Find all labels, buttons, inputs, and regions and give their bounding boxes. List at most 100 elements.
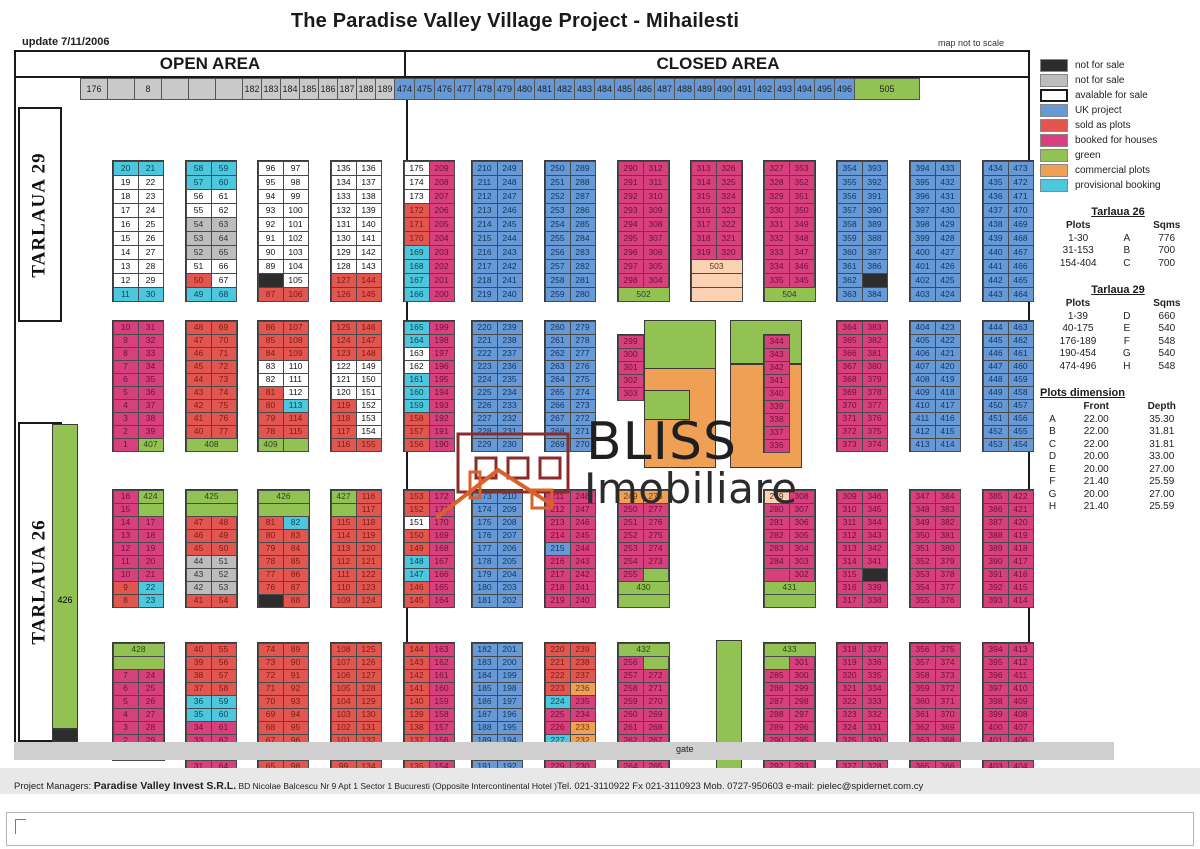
plot-cell[interactable]: 237 [569,668,596,683]
plot-cell[interactable]: 122 [330,359,357,374]
plot-cell[interactable]: 276 [642,489,669,504]
plot-cell[interactable]: 395 [909,174,936,190]
plot-cell[interactable]: 205 [496,554,523,569]
plot-cell[interactable]: 324 [836,720,863,735]
plot-cell[interactable]: 28 [137,258,164,274]
plot-cell[interactable]: 302 [617,373,644,388]
plot-cell[interactable]: 8 [112,346,139,361]
plot-cell[interactable]: 30 [137,286,164,302]
plot-cell[interactable]: 462 [1007,333,1034,348]
plot-cell[interactable]: 57 [185,174,212,190]
plot-cell[interactable]: 45 [185,541,212,556]
plot-cell[interactable]: 141 [355,230,382,246]
b-t1-c9[interactable]: 313 326 314 325 315 324 316 323 317 322 318 321 319 3… [690,160,743,302]
plot-cell[interactable]: 392 [982,580,1009,595]
plot-cell[interactable]: 127 [330,272,357,288]
plot-cell[interactable]: 72 [257,668,284,683]
plot-cell[interactable]: 388 [861,230,888,246]
plot-cell[interactable]: 265 [544,385,571,400]
plot-cell[interactable]: 330 [763,202,790,218]
plot-cell[interactable]: 40 [185,424,212,439]
plot-cell[interactable]: 3 [112,720,139,735]
plot-cell[interactable]: 458 [1007,385,1034,400]
plot-cell[interactable]: 280 [763,502,790,517]
plot-cell[interactable]: 113 [330,541,357,556]
plot-cell[interactable]: 212 [544,502,571,517]
plot-cell[interactable]: 371 [934,694,961,709]
plot-cell[interactable]: 220 [471,320,498,335]
plot-cell[interactable]: 215 [544,541,571,556]
b-t2-c12[interactable]: 404 423 405 422 406 421 407 420 408 419 409 418 410 4… [909,320,961,452]
plot-cell[interactable]: 170 [403,230,430,246]
plot-cell[interactable]: 394 [982,642,1009,657]
plot-cell[interactable]: 121 [355,554,382,569]
plot-cell[interactable]: 346 [788,258,815,274]
plot-cell[interactable]: 233 [569,720,596,735]
plot-cell[interactable]: 188 [471,720,498,735]
plot-cell[interactable]: 448 [982,372,1009,387]
plot-cell[interactable]: 345 [788,272,815,288]
plot-cell[interactable]: 211 [544,489,571,504]
plot-cell[interactable]: 84 [257,346,284,361]
plot-cell[interactable]: 14 [112,515,139,530]
plot-index-cell[interactable]: 475 [414,78,435,100]
plot-cell[interactable]: 210 [471,160,498,176]
plot-cell[interactable]: 44 [185,554,212,569]
plot-cell[interactable]: 409 [909,385,936,400]
plot-cell[interactable]: 160 [403,385,430,400]
plot-cell[interactable]: 47 [185,515,212,530]
plot-cell[interactable]: 76 [257,580,284,595]
plot-cell[interactable]: 28 [137,720,164,735]
plot-cell[interactable]: 68 [210,286,237,302]
plot-cell[interactable]: 117 [330,424,357,439]
plot-cell[interactable]: 104 [282,258,309,274]
plot-cell[interactable]: 404 [909,320,936,335]
plot-cell[interactable]: 112 [282,385,309,400]
plot-cell[interactable]: 219 [471,286,498,302]
plot-cell[interactable]: 88 [282,593,309,608]
plot-cell[interactable]: 3 [112,411,139,426]
plot-cell[interactable]: 56 [210,655,237,670]
plot-cell[interactable]: 78 [257,424,284,439]
plot-cell[interactable]: 87 [282,580,309,595]
plot-cell[interactable]: 241 [569,580,596,595]
plot-cell[interactable]: 199 [428,320,455,335]
plot-cell[interactable]: 179 [471,567,498,582]
plot-cell[interactable]: 412 [1007,655,1034,670]
plot-cell[interactable]: 145 [355,286,382,302]
plot-cell[interactable]: 421 [1007,502,1034,517]
plot-cell[interactable]: 58 [185,160,212,176]
plot-cell[interactable]: 29 [137,272,164,288]
plot-cell[interactable]: 387 [861,244,888,260]
plot-cell[interactable] [642,655,669,670]
plot-cell[interactable]: 391 [982,567,1009,582]
plot-cell[interactable]: 26 [137,694,164,709]
plot-cell[interactable]: 418 [934,385,961,400]
plot-cell[interactable]: 158 [428,707,455,722]
plot-index-cell[interactable] [161,78,189,100]
plot-cell[interactable]: 375 [934,642,961,657]
plot-cell[interactable]: 153 [355,411,382,426]
plot-cell[interactable]: 128 [355,681,382,696]
plot-cell[interactable]: 91 [257,230,284,246]
plot-cell[interactable]: 12 [112,541,139,556]
plot-cell[interactable]: 194 [428,385,455,400]
plot-cell[interactable]: 210 [496,489,523,504]
plot-cell[interactable]: 328 [763,174,790,190]
plot-cell[interactable]: 33 [137,346,164,361]
plot-cell[interactable]: 418 [1007,541,1034,556]
plot-cell[interactable]: 342 [763,360,790,375]
plot-cell[interactable]: 371 [836,411,863,426]
plot-cell[interactable]: 86 [282,567,309,582]
b-t1-c11[interactable]: 354 393 355 392 356 391 357 390 358 389 359 388 360 3… [836,160,888,302]
plot-cell[interactable]: 224 [544,694,571,709]
plot-cell[interactable]: 236 [569,681,596,696]
plot-cell[interactable]: 107 [330,655,357,670]
plot-cell[interactable]: 441 [982,258,1009,274]
plot-cell[interactable]: 409 [1007,694,1034,709]
plot-cell[interactable]: 126 [330,286,357,302]
plot-cell[interactable]: 369 [934,720,961,735]
plot-cell[interactable]: 80 [257,398,284,413]
plot-cell[interactable]: 156 [403,437,430,452]
plot-cell[interactable]: 354 [836,160,863,176]
